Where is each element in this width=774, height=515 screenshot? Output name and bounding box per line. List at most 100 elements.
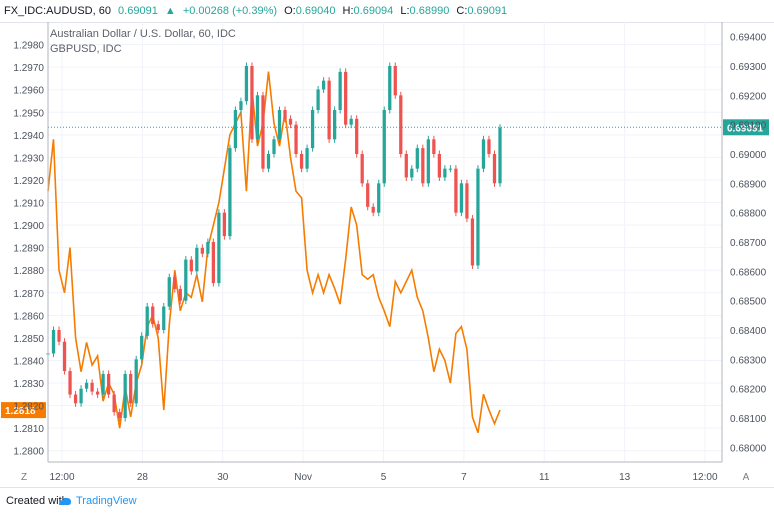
x-tick-label: 30	[217, 472, 229, 483]
candle-body	[107, 374, 111, 395]
gbpusd-line	[47, 71, 501, 433]
candle	[426, 135, 430, 187]
left-tick-label: 1.2830	[13, 379, 44, 390]
legend-main-series[interactable]: Australian Dollar / U.S. Dollar, 60, IDC	[50, 28, 236, 40]
candle	[404, 150, 408, 181]
candle	[377, 179, 381, 217]
left-last-price-badge	[1, 402, 46, 419]
candle	[228, 144, 232, 240]
candle	[448, 165, 453, 173]
left-tick-label: 1.2890	[13, 244, 44, 255]
candle-body	[118, 412, 122, 418]
right-tick-label: 0.69400	[730, 33, 767, 44]
legend-compare-series[interactable]: GBPUSD, IDC	[50, 43, 122, 55]
x-tick-label: 5	[381, 472, 387, 483]
candle-body	[283, 110, 287, 119]
candle-body	[470, 218, 475, 266]
right-tick-label: 0.68000	[730, 443, 767, 454]
candle	[173, 273, 177, 293]
candle	[206, 238, 210, 258]
candle-body	[206, 242, 210, 254]
right-tick-label: 0.68300	[730, 355, 767, 366]
left-tick-label: 1.2980	[13, 41, 44, 52]
low-label: L:	[400, 5, 410, 17]
right-tick-label: 0.69100	[730, 121, 767, 132]
candle	[316, 85, 320, 114]
candle-body	[129, 374, 133, 404]
candle	[266, 150, 271, 173]
candle-body	[382, 110, 386, 184]
candle-body	[459, 183, 464, 213]
candle	[454, 165, 458, 217]
candle	[68, 367, 72, 399]
candle-body	[410, 168, 414, 178]
candle	[481, 135, 486, 173]
candle-body	[266, 154, 271, 169]
candle-body	[228, 148, 232, 237]
candle	[200, 244, 204, 258]
right-tick-label: 0.68400	[730, 326, 767, 337]
right-last-price-label: 0.69091	[727, 123, 764, 134]
last-price-line: 0.69091 1.2818	[1, 119, 769, 419]
close-label: C:	[456, 5, 468, 17]
candle	[382, 106, 386, 187]
candle-body	[156, 324, 160, 330]
candle-body	[492, 154, 497, 184]
candle	[184, 256, 188, 305]
candle	[107, 370, 111, 399]
open-label: O:	[284, 5, 296, 17]
candle-body	[426, 139, 430, 184]
candle-body	[178, 288, 182, 301]
right-tick-label: 0.68100	[730, 414, 767, 425]
candle-body	[222, 212, 227, 237]
candle	[211, 238, 215, 287]
price-change: +0.00268 (+0.39%)	[182, 5, 278, 17]
candle	[283, 106, 287, 123]
candle-body	[481, 139, 486, 169]
tradingview-brand[interactable]: TradingView	[76, 495, 137, 507]
close-value: 0.69091	[467, 5, 508, 17]
candle-body	[321, 80, 326, 90]
candle-body	[244, 66, 249, 102]
candle	[470, 215, 475, 269]
candle-body	[90, 382, 94, 392]
candle	[178, 285, 182, 305]
left-tick-label: 1.2920	[13, 176, 44, 187]
candle	[410, 165, 414, 181]
candle-body	[261, 95, 265, 169]
left-tick-label: 1.2900	[13, 221, 44, 232]
candle-body	[299, 154, 304, 169]
candle	[261, 91, 265, 173]
candle-body	[84, 382, 89, 389]
candle	[299, 150, 304, 173]
candle	[360, 150, 364, 187]
right-tick-label: 0.68600	[730, 267, 767, 278]
left-tick-label: 1.2940	[13, 131, 44, 142]
candle	[255, 91, 260, 143]
high-value: 0.69094	[353, 5, 394, 17]
auto-scale-button[interactable]: A	[743, 472, 750, 483]
candle-body	[95, 391, 100, 395]
candle	[415, 144, 419, 173]
candle	[118, 408, 122, 422]
candle	[349, 115, 353, 129]
left-tick-label: 1.2930	[13, 153, 44, 164]
right-tick-label: 0.69200	[730, 91, 767, 102]
candle-body	[360, 154, 364, 184]
left-tick-label: 1.2800	[13, 447, 44, 458]
candle-body	[404, 154, 408, 178]
candle-body	[79, 388, 83, 404]
candle	[129, 370, 133, 407]
tradingview-logo-icon[interactable]	[58, 496, 72, 507]
zoom-button[interactable]: Z	[21, 472, 27, 483]
candle	[272, 135, 276, 158]
candle	[399, 91, 403, 158]
right-tick-label: 0.68500	[730, 297, 767, 308]
left-tick-label: 1.2880	[13, 266, 44, 277]
candle	[151, 303, 155, 328]
candle	[244, 62, 249, 105]
candle-body	[239, 101, 243, 110]
left-tick-label: 1.2950	[13, 108, 44, 119]
symbol-label[interactable]: FX_IDC:AUDUSD, 60	[4, 5, 111, 17]
